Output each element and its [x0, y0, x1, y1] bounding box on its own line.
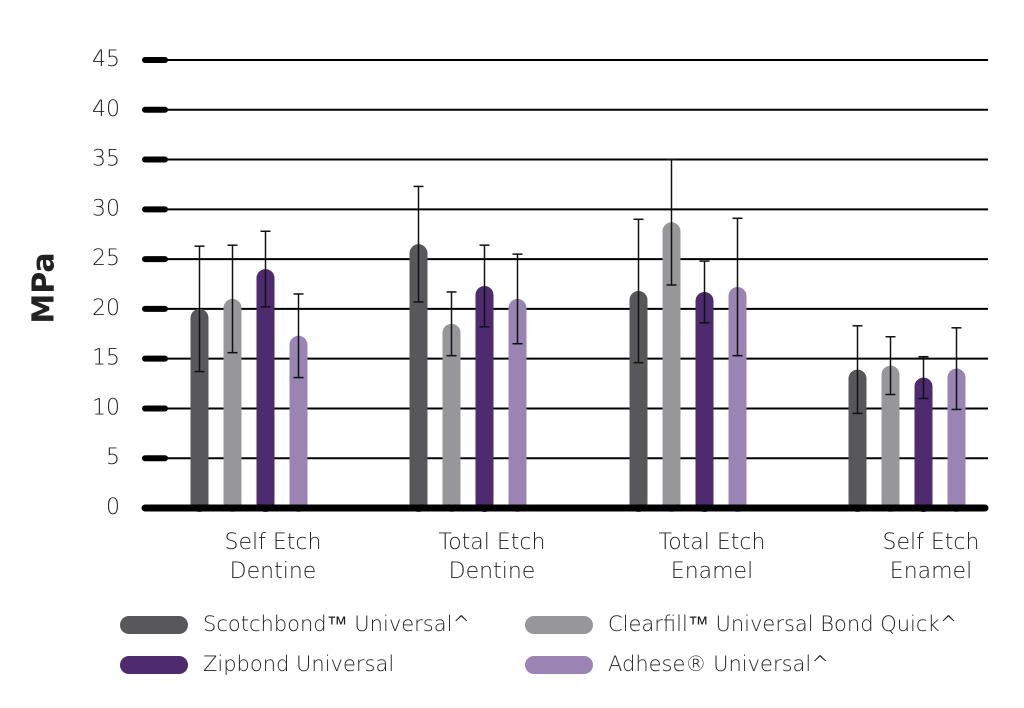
error-bar [512, 253, 523, 345]
error-bar [479, 244, 490, 328]
legend-label: Adhese® Universal^ [608, 652, 829, 676]
x-tick-label: Total Etch [659, 530, 766, 555]
bar [409, 244, 428, 512]
error-bar [227, 244, 238, 354]
bar [848, 369, 867, 512]
error-bar [699, 260, 710, 324]
bar [947, 368, 966, 512]
x-tick-label: Self Etch [225, 530, 322, 555]
y-tick-label: 25 [92, 246, 120, 271]
x-tick-label: Dentine [230, 559, 317, 584]
error-bar [666, 158, 677, 286]
error-bar [293, 293, 304, 379]
error-bar [413, 185, 424, 303]
legend-swatch [525, 616, 593, 634]
x-tick-label: Dentine [449, 559, 536, 584]
legend-swatch [525, 656, 593, 674]
bar [475, 285, 494, 512]
bar [914, 377, 933, 512]
y-tick-label: 5 [106, 445, 120, 470]
y-tick-label: 35 [92, 147, 120, 172]
x-tick-label: Total Etch [439, 530, 546, 555]
y-tick-label: 40 [92, 97, 120, 122]
bar [256, 269, 275, 512]
legend-label: Zipbond Universal [203, 652, 394, 676]
bar [190, 308, 209, 512]
error-bar [194, 245, 205, 373]
error-bar [260, 230, 271, 308]
legend-swatch [120, 616, 188, 634]
bar [881, 365, 900, 512]
x-tick-label: Enamel [890, 559, 972, 584]
legend-label: Clearfill™ Universal Bond Quick^ [608, 612, 957, 636]
error-bar [732, 217, 743, 357]
legend-label: Scotchbond™ Universal^ [203, 612, 470, 636]
bar [695, 291, 714, 512]
error-bar [446, 291, 457, 357]
error-bar [852, 325, 863, 415]
bar [629, 290, 648, 512]
y-tick-label: 0 [106, 495, 120, 520]
error-bar [951, 327, 962, 411]
bar [442, 323, 461, 512]
x-tick-label: Self Etch [883, 530, 980, 555]
y-axis-label: MPa [27, 252, 62, 323]
error-bar [885, 336, 896, 396]
y-tick-label: 10 [92, 395, 120, 420]
bar [508, 298, 527, 512]
bar [662, 222, 681, 512]
error-bar [633, 218, 644, 364]
x-tick-label: Enamel [671, 559, 753, 584]
y-tick-label: 15 [92, 346, 120, 371]
y-tick-label: 20 [92, 296, 120, 321]
y-tick-label: 30 [92, 196, 120, 221]
error-bar [918, 355, 929, 400]
legend-swatch [120, 656, 188, 674]
bar [289, 335, 308, 512]
bar [728, 286, 747, 512]
y-tick-label: 45 [92, 47, 120, 72]
